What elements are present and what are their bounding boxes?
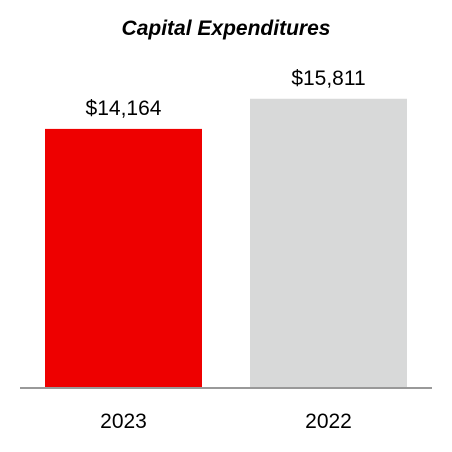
bar-2022 (250, 98, 407, 389)
x-tick-labels-group: 2023 2022 (100, 410, 352, 433)
bar-2023 (45, 128, 202, 388)
data-label-2022: $15,811 (291, 67, 365, 90)
data-label-2023: $14,164 (86, 97, 162, 120)
data-labels-group: $14,164 $15,811 (86, 67, 366, 120)
x-tick-label-2022: 2022 (305, 410, 352, 433)
x-tick-label-2023: 2023 (100, 410, 147, 433)
bars-group (45, 98, 407, 389)
chart-title: Capital Expenditures (122, 17, 331, 40)
